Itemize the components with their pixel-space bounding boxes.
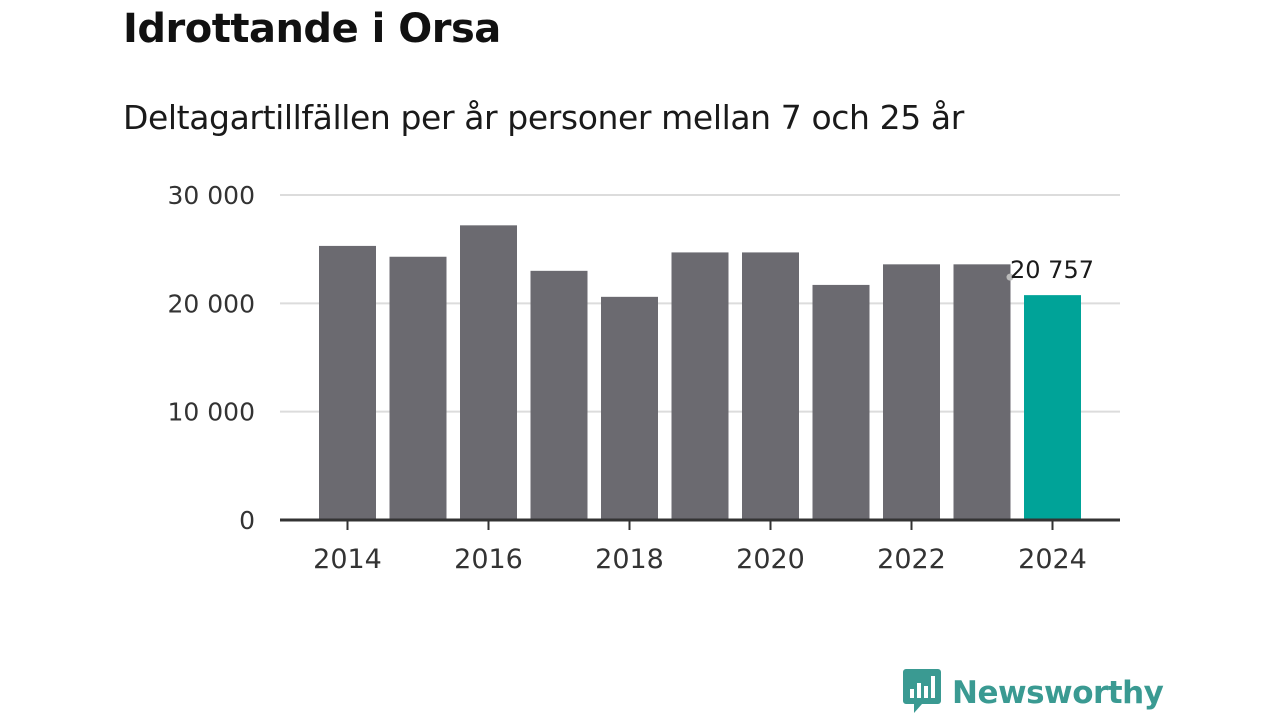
y-tick-label: 30 000 — [168, 181, 255, 210]
x-tick-label: 2016 — [454, 544, 523, 575]
bar-2017 — [530, 270, 588, 520]
data-label-dot — [1006, 273, 1014, 281]
chart-subtitle: Deltagartillfällen per år personer mella… — [123, 98, 964, 137]
bar-2018 — [601, 296, 658, 520]
bar-2020 — [742, 252, 799, 520]
x-tick-label: 2022 — [877, 544, 946, 575]
bar-2024 — [1024, 295, 1081, 520]
bar-2023 — [953, 264, 1011, 520]
labels-layer: 0 10 000 20 000 30 000 2014 2016 2018 2020 2022 2… — [168, 181, 1094, 575]
chart-title: Idrottande i Orsa — [123, 6, 501, 52]
bar-chart-speech-bubble-icon — [902, 667, 942, 719]
brand-name: Newsworthy — [952, 675, 1164, 711]
x-tick-label: 2014 — [313, 544, 382, 575]
data-label: 20 757 — [1010, 256, 1094, 284]
x-tick-label: 2018 — [595, 544, 664, 575]
newsworthy-logo: Newsworthy — [902, 667, 1164, 719]
bar-2014 — [319, 245, 376, 520]
bar-2015 — [389, 256, 447, 520]
x-tick-label: 2020 — [736, 544, 805, 575]
x-tick-label: 2024 — [1018, 544, 1087, 575]
bar-2021 — [812, 284, 870, 520]
bar-2019 — [671, 252, 729, 520]
y-tick-label: 10 000 — [168, 398, 255, 427]
axis-layer — [280, 518, 1120, 530]
bars-layer — [319, 225, 1081, 521]
bar-2022 — [883, 264, 940, 520]
y-tick-label: 0 — [239, 506, 255, 535]
bar-2016 — [460, 225, 517, 521]
y-tick-label: 20 000 — [168, 289, 255, 318]
